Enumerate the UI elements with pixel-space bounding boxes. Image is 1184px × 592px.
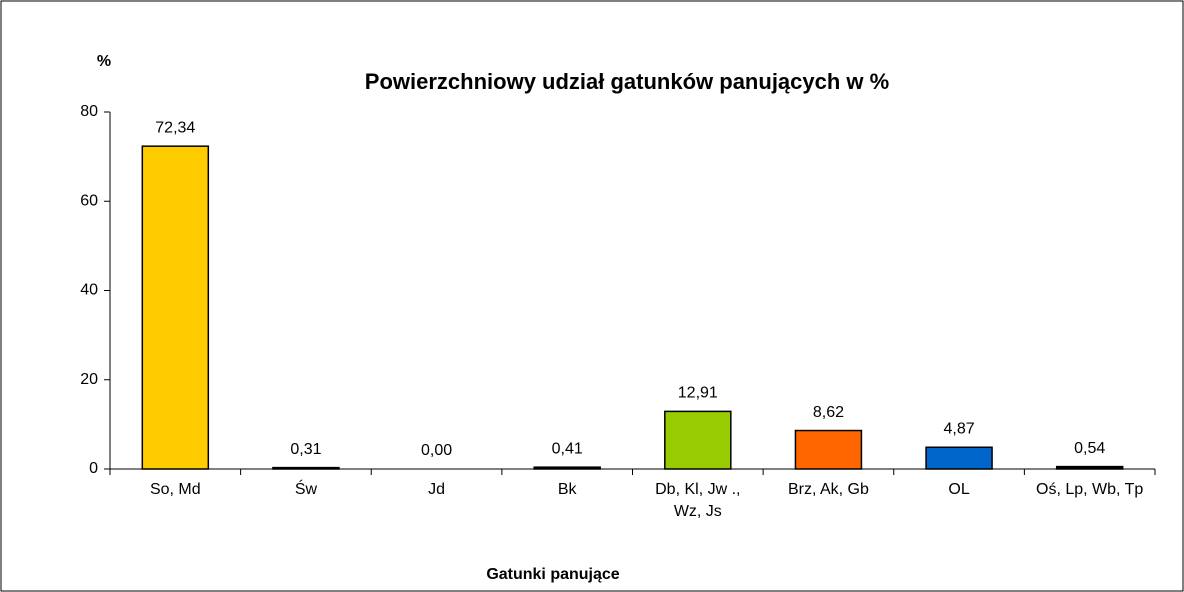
data-label: 0,00 [421,442,452,459]
bar [1055,465,1124,470]
data-label: 0,31 [290,441,321,458]
bar [272,466,340,470]
bar [794,429,863,470]
y-tick-label: 40 [80,282,98,299]
chart-title: Powierzchniowy udział gatunków panującyc… [365,69,889,94]
y-tick-label: 0 [89,460,98,477]
data-label: 0,54 [1074,440,1105,457]
bar [925,446,993,470]
data-label: 0,41 [552,440,583,457]
x-tick-label: OL [948,481,970,498]
bar [141,145,210,470]
data-label: 8,62 [813,404,844,421]
data-label: 12,91 [678,385,718,402]
x-tick-label: Bk [557,481,577,498]
data-label: 4,87 [943,420,974,437]
x-tick-label: Db, Kl, Jw ., Wz, Js [655,481,741,520]
y-axis-title: % [97,53,111,70]
y-tick-label: 80 [80,103,98,120]
bar [533,466,601,470]
data-label: 72,34 [155,119,195,136]
x-tick-label: Św [294,481,318,498]
x-tick-label: Oś, Lp, Wb, Tp [1036,481,1144,498]
x-tick-label: So, Md [149,481,201,498]
y-tick-label: 60 [80,192,98,209]
y-tick-label: 20 [80,371,98,388]
x-tick-label: Brz, Ak, Gb [787,481,869,498]
bar [664,410,732,470]
x-tick-label: Jd [428,481,446,498]
x-axis-title: Gatunki panujące [486,566,619,583]
